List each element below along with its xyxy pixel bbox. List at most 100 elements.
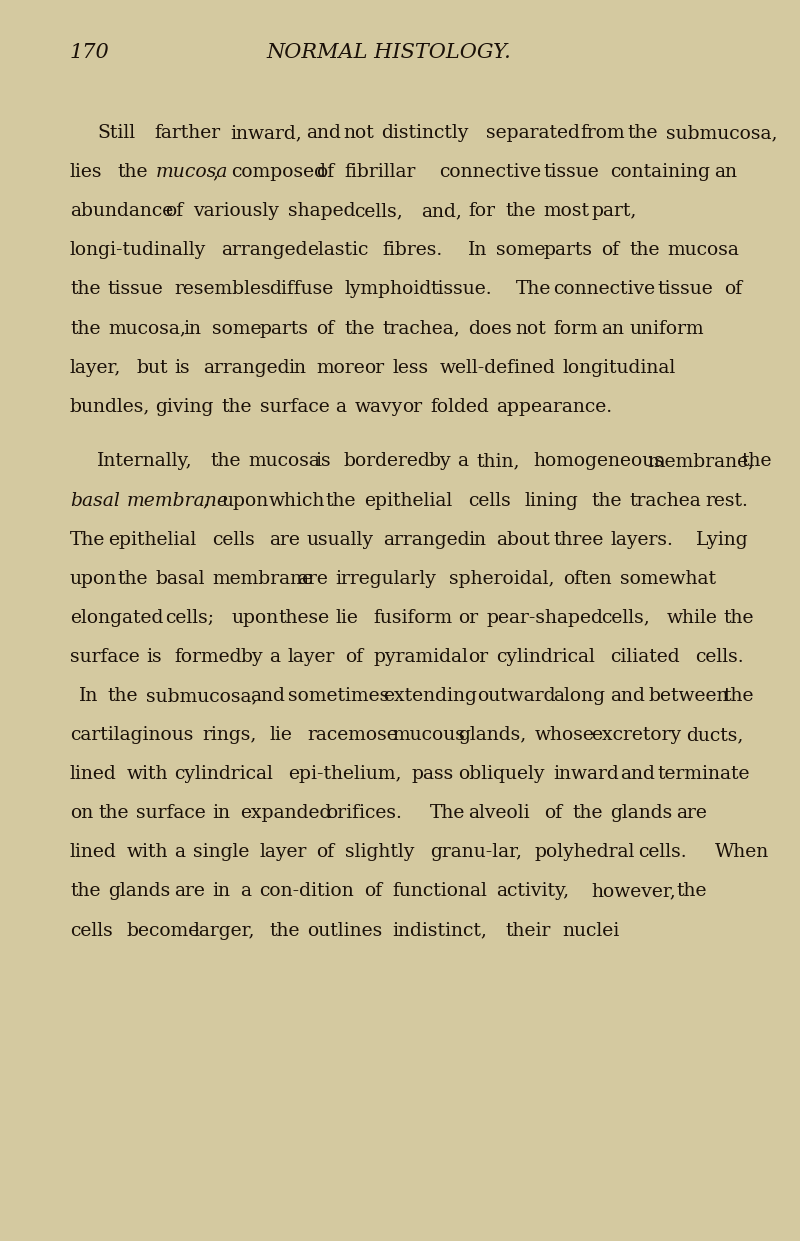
Text: and: and bbox=[250, 688, 285, 705]
Text: tissue: tissue bbox=[108, 280, 164, 299]
Text: in: in bbox=[212, 882, 230, 901]
Text: Internally,: Internally, bbox=[98, 453, 193, 470]
Text: layer,: layer, bbox=[70, 359, 122, 377]
Text: The: The bbox=[70, 531, 106, 549]
Text: nuclei: nuclei bbox=[563, 922, 620, 939]
Text: or: or bbox=[468, 648, 488, 666]
Text: mucous: mucous bbox=[392, 726, 465, 745]
Text: of: of bbox=[316, 844, 334, 861]
Text: terminate: terminate bbox=[658, 766, 750, 783]
Text: excretory: excretory bbox=[591, 726, 682, 745]
Text: wavy: wavy bbox=[354, 397, 402, 416]
Text: the: the bbox=[506, 202, 537, 221]
Text: tissue.: tissue. bbox=[430, 280, 492, 299]
Text: a: a bbox=[174, 844, 186, 861]
Text: basal: basal bbox=[155, 570, 205, 588]
Text: lymphoid: lymphoid bbox=[345, 280, 432, 299]
Text: are: are bbox=[677, 804, 707, 823]
Text: upon: upon bbox=[222, 491, 269, 510]
Text: and,: and, bbox=[421, 202, 462, 221]
Text: homogeneous: homogeneous bbox=[533, 453, 664, 470]
Text: longitudinal: longitudinal bbox=[563, 359, 676, 377]
Text: membrane: membrane bbox=[127, 491, 229, 510]
Text: glands: glands bbox=[108, 882, 170, 901]
Text: surface: surface bbox=[259, 397, 330, 416]
Text: of: of bbox=[544, 804, 562, 823]
Text: connective: connective bbox=[554, 280, 655, 299]
Text: pyramidal: pyramidal bbox=[374, 648, 468, 666]
Text: and: and bbox=[620, 766, 654, 783]
Text: well-defined: well-defined bbox=[440, 359, 555, 377]
Text: NORMAL HISTOLOGY.: NORMAL HISTOLOGY. bbox=[266, 43, 511, 62]
Text: the: the bbox=[70, 319, 101, 338]
Text: of: of bbox=[364, 882, 382, 901]
Text: inward,: inward, bbox=[230, 124, 302, 143]
Text: bundles,: bundles, bbox=[70, 397, 150, 416]
Text: cells.: cells. bbox=[638, 844, 687, 861]
Text: the: the bbox=[211, 453, 242, 470]
Text: obliquely: obliquely bbox=[458, 766, 545, 783]
Text: distinctly: distinctly bbox=[382, 124, 469, 143]
Text: and: and bbox=[306, 124, 341, 143]
Text: arranged: arranged bbox=[382, 531, 470, 549]
Text: composed: composed bbox=[231, 164, 326, 181]
Text: most: most bbox=[544, 202, 590, 221]
Text: separated: separated bbox=[486, 124, 580, 143]
Text: cylindrical: cylindrical bbox=[174, 766, 273, 783]
Text: of: of bbox=[316, 164, 334, 181]
Text: uniform: uniform bbox=[629, 319, 704, 338]
Text: are: are bbox=[174, 882, 205, 901]
Text: variously: variously bbox=[193, 202, 279, 221]
Text: the: the bbox=[222, 397, 252, 416]
Text: an: an bbox=[601, 319, 624, 338]
Text: The: The bbox=[430, 804, 466, 823]
Text: the: the bbox=[629, 241, 660, 259]
Text: of: of bbox=[601, 241, 619, 259]
Text: bordered: bordered bbox=[344, 453, 430, 470]
Text: cells: cells bbox=[468, 491, 510, 510]
Text: lie: lie bbox=[269, 726, 292, 745]
Text: membrane: membrane bbox=[212, 570, 314, 588]
Text: is: is bbox=[315, 453, 331, 470]
Text: submucosa,: submucosa, bbox=[146, 688, 258, 705]
Text: lined: lined bbox=[70, 766, 117, 783]
Text: the: the bbox=[345, 319, 375, 338]
Text: the: the bbox=[628, 124, 658, 143]
Text: Lying: Lying bbox=[695, 531, 748, 549]
Text: giving: giving bbox=[155, 397, 214, 416]
Text: cartilaginous: cartilaginous bbox=[70, 726, 194, 745]
Text: with: with bbox=[127, 844, 168, 861]
Text: parts: parts bbox=[544, 241, 593, 259]
Text: ciliated: ciliated bbox=[610, 648, 680, 666]
Text: however,: however, bbox=[591, 882, 676, 901]
Text: cells,: cells, bbox=[601, 609, 650, 627]
Text: the: the bbox=[269, 922, 299, 939]
Text: the: the bbox=[326, 491, 356, 510]
Text: does: does bbox=[468, 319, 512, 338]
Text: epi-thelium,: epi-thelium, bbox=[288, 766, 402, 783]
Text: a: a bbox=[458, 453, 468, 470]
Text: some: some bbox=[497, 241, 546, 259]
Text: and: and bbox=[610, 688, 645, 705]
Text: trachea: trachea bbox=[629, 491, 701, 510]
Text: glands: glands bbox=[610, 804, 673, 823]
Text: in: in bbox=[288, 359, 306, 377]
Text: submucosa,: submucosa, bbox=[666, 124, 778, 143]
Text: connective: connective bbox=[440, 164, 542, 181]
Text: thin,: thin, bbox=[476, 453, 520, 470]
Text: lie: lie bbox=[335, 609, 358, 627]
Text: spheroidal,: spheroidal, bbox=[449, 570, 554, 588]
Text: polyhedral: polyhedral bbox=[534, 844, 634, 861]
Text: between: between bbox=[648, 688, 729, 705]
Text: formed: formed bbox=[174, 648, 242, 666]
Text: 170: 170 bbox=[70, 43, 110, 62]
Text: somewhat: somewhat bbox=[620, 570, 716, 588]
Text: arranged: arranged bbox=[222, 241, 308, 259]
Text: containing: containing bbox=[610, 164, 710, 181]
Text: fusiform: fusiform bbox=[374, 609, 452, 627]
Text: an: an bbox=[714, 164, 738, 181]
Text: the: the bbox=[591, 491, 622, 510]
Text: ducts,: ducts, bbox=[686, 726, 743, 745]
Text: ,: , bbox=[202, 491, 209, 510]
Text: glands,: glands, bbox=[458, 726, 527, 745]
